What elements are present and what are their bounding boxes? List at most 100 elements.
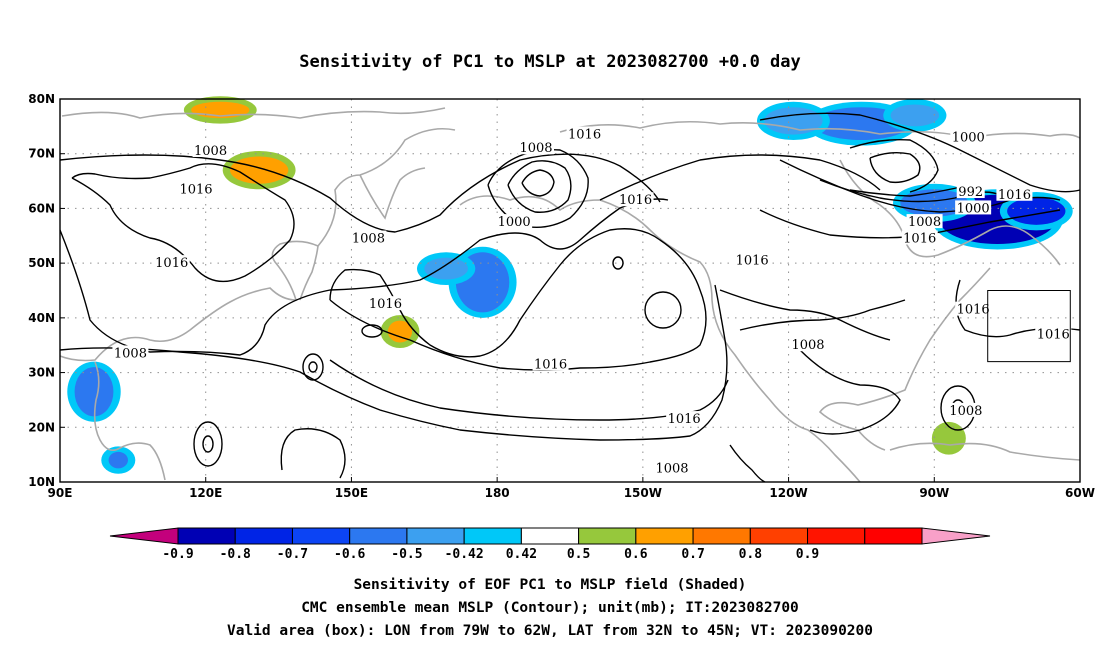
contour-label-bg	[350, 230, 387, 245]
isobar-closed-low-bay	[193, 421, 223, 467]
isobar-closed-high-gulf	[612, 256, 624, 270]
y-tick-label: 70N	[28, 147, 55, 161]
colorbar-segment	[177, 527, 236, 545]
contour-label-bg	[112, 345, 149, 360]
caption-shading: Sensitivity of EOF PC1 to MSLP field (Sh…	[354, 577, 747, 593]
colorbar-segment	[864, 527, 923, 545]
x-tick-label: 150E	[335, 486, 368, 500]
sensitivity-blob	[890, 104, 940, 127]
sensitivity-blob	[764, 107, 823, 135]
contour-label: 1008	[114, 346, 147, 361]
contour-label-bg	[532, 356, 569, 371]
x-tick-label: 60W	[1065, 486, 1095, 500]
y-tick-label: 20N	[28, 420, 55, 434]
contour-label: 1008	[352, 232, 385, 247]
contour-label: 1016	[568, 128, 601, 143]
contour-label-bg	[654, 460, 690, 475]
colorbar-segment	[578, 527, 637, 545]
contour-label-bg	[950, 129, 987, 144]
colorbar-label: -0.7	[277, 547, 308, 562]
isobar-992-canada-north	[869, 151, 921, 184]
contour-label: 1016	[534, 357, 567, 372]
colorbar-label: -0.9	[162, 547, 193, 562]
sensitivity-blob	[387, 320, 413, 343]
sensitivity-blob	[939, 427, 959, 450]
contour-label-bg	[666, 411, 703, 426]
contour-label-bg	[955, 200, 992, 215]
latitude-ticks: 80N 70N 60N 50N 40N 30N 20N 10N	[28, 92, 65, 489]
contour-label: 1000	[498, 215, 531, 230]
colorbar-segment	[234, 527, 293, 545]
x-tick-label: 120W	[769, 486, 807, 500]
coastline-asia	[59, 127, 456, 362]
isobar-1008-tropics	[59, 284, 728, 441]
x-tick-label: 90W	[919, 486, 949, 500]
colorbar-segment	[463, 527, 522, 545]
contour-label: 1000	[952, 130, 985, 145]
sensitivity-blob	[424, 257, 468, 280]
isobar-closed-low-bay-inner	[202, 435, 214, 453]
contour-label: 1016	[619, 193, 652, 208]
isobar-992-canada	[849, 185, 966, 197]
coastline-arctic-asia	[61, 107, 446, 119]
contour-label: 1016	[1037, 327, 1070, 342]
contour-label: 1016	[369, 297, 402, 312]
isobar-1016-gulf	[599, 154, 881, 201]
colorbar-segment	[520, 527, 580, 545]
coastline-alaska	[459, 195, 861, 483]
contour-labels: 1016 1000 1008 1008 1016 992 1016 1016 1000 1000 1…	[112, 126, 1072, 476]
colorbar-label: 0.8	[739, 547, 763, 562]
contour-label-bg	[153, 255, 190, 270]
colorbar-segment	[291, 527, 351, 545]
isobar-1016-central-pacific	[739, 299, 906, 331]
colorbar-label: -0.8	[220, 547, 251, 562]
valid-area-box	[987, 290, 1071, 363]
isobar-closed-low-westpac-inner	[308, 361, 318, 373]
isobar-1008-north	[59, 153, 661, 233]
colorbar-label: 0.9	[796, 547, 819, 562]
contour-label-bg	[496, 214, 533, 229]
contour-label-bg	[955, 301, 992, 316]
isobar-1000-canada-north	[849, 138, 939, 193]
contour-label-bg	[906, 214, 943, 229]
contour-label: 1016	[957, 303, 990, 318]
isobar-1000-pacific-low	[507, 160, 572, 213]
coastline-indochina	[93, 361, 166, 481]
coastline-hudson	[839, 159, 1061, 266]
contour-label: 1000	[957, 201, 990, 216]
contour-label: 1008	[791, 338, 824, 353]
coastline-arctic-america	[559, 120, 1081, 139]
contour-label: 992	[958, 185, 983, 200]
contour-label-bg	[901, 230, 938, 245]
contour-label: 1016	[998, 188, 1031, 203]
isobar-1016-southeast-us	[719, 289, 891, 341]
map-frame	[59, 98, 1081, 483]
colorbar: -0.9 -0.8 -0.7 -0.6 -0.5 -0.42 0.42 0.5 0.6 0.7 0.…	[109, 527, 991, 562]
contour-label: 1016	[155, 256, 188, 271]
contour-label-bg	[367, 296, 404, 311]
isobar-bay-of-bengal	[280, 428, 346, 479]
map-title: Sensitivity of PC1 to MSLP at 2023082700…	[299, 52, 801, 72]
isobar-1008-gulf-mexico	[799, 349, 901, 435]
isobar-1016-south	[329, 359, 729, 421]
contour-label-bg	[617, 192, 654, 207]
contour-label-bg	[566, 126, 603, 141]
contour-label-bg	[790, 337, 826, 352]
isobar-closed-low-westpac	[302, 353, 324, 381]
contour-label: 1016	[179, 182, 212, 197]
isobar-pacific-low-core	[521, 169, 555, 197]
colorbar-segment	[692, 527, 751, 545]
isobar-trough-mexico	[729, 444, 766, 483]
isobar-closed-low-seaofjapan	[361, 324, 383, 338]
contour-label-bg	[996, 186, 1033, 201]
sensitivity-blob	[108, 451, 128, 469]
contour-label-bg	[947, 402, 984, 417]
colorbar-label: 0.42	[506, 547, 537, 562]
colorbar-segment	[349, 527, 408, 545]
colorbar-label: -0.6	[334, 547, 365, 562]
map-panel: 1016 1000 1008 1008 1016 992 1016 1016 1000 1000 1…	[28, 92, 1095, 500]
x-tick-label: 90E	[48, 486, 73, 500]
coastline-japan	[299, 245, 319, 301]
colorbar-high-triangle	[921, 527, 991, 545]
